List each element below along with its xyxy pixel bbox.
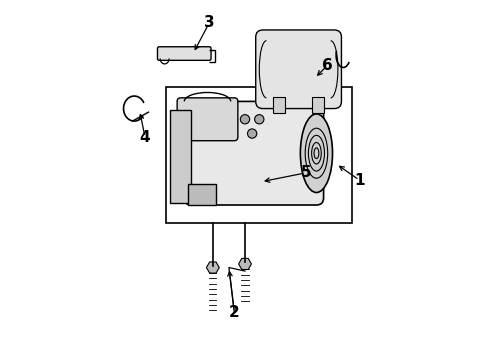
Text: 4: 4: [140, 130, 150, 145]
FancyBboxPatch shape: [312, 97, 324, 113]
Text: 1: 1: [354, 172, 365, 188]
Text: 6: 6: [322, 58, 333, 73]
Ellipse shape: [300, 114, 333, 193]
FancyBboxPatch shape: [184, 102, 323, 205]
Circle shape: [255, 114, 264, 124]
Polygon shape: [239, 258, 251, 270]
Text: 3: 3: [204, 15, 215, 30]
FancyBboxPatch shape: [256, 30, 342, 109]
Circle shape: [247, 129, 257, 138]
Bar: [188, 184, 217, 205]
Polygon shape: [206, 262, 220, 273]
Circle shape: [241, 114, 249, 124]
FancyBboxPatch shape: [273, 97, 285, 113]
FancyBboxPatch shape: [177, 98, 238, 141]
Text: 2: 2: [229, 305, 240, 320]
FancyBboxPatch shape: [157, 47, 211, 60]
Text: 5: 5: [300, 165, 311, 180]
Bar: [167, 87, 352, 223]
FancyBboxPatch shape: [170, 111, 192, 203]
